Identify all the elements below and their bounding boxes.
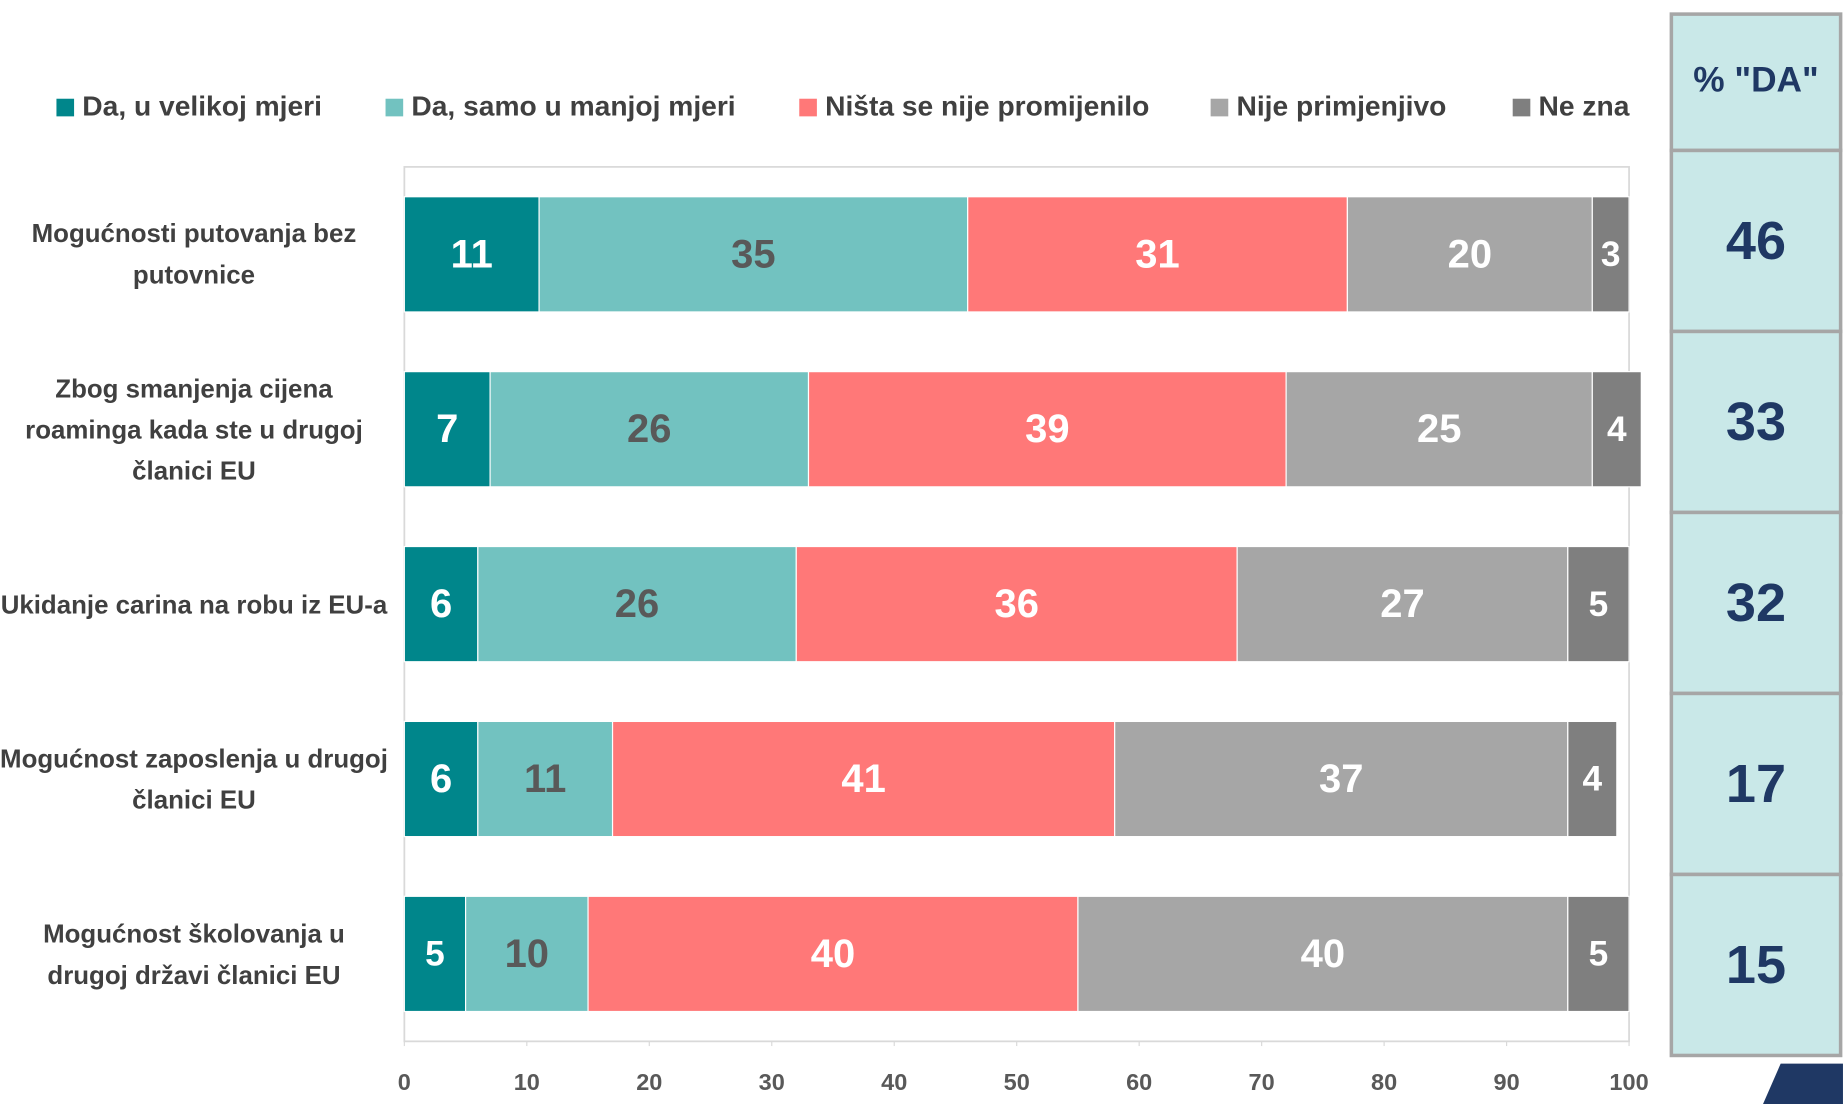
da-value: 46	[1726, 211, 1786, 271]
da-cell	[1669, 691, 1843, 877]
bar-value-label: 39	[1025, 407, 1069, 451]
category-label-box: Mogućnost školovanja u drugoj državi čla…	[43, 918, 345, 990]
bar-segment	[403, 371, 491, 488]
bar-value-label: 11	[524, 757, 566, 801]
bar-segment	[403, 196, 540, 313]
x-tick-label: 10	[514, 1069, 540, 1095]
bar-segment	[477, 720, 614, 838]
bar-segment	[1567, 720, 1618, 838]
da-cell	[1669, 148, 1843, 334]
bar-value-label: 6	[430, 582, 452, 626]
bar-value-label: 37	[1319, 757, 1363, 801]
bar-value-label: 35	[731, 232, 775, 276]
bar-segment	[611, 720, 1116, 838]
bar-segment	[1567, 545, 1630, 663]
bar-value-label: 10	[505, 932, 549, 976]
bar-segment	[1114, 720, 1569, 838]
category-label: Mogućnosti putovanja bez putovnice	[31, 219, 357, 290]
legend-label: Da, u velikoj mjeri	[82, 90, 322, 122]
x-tick-label: 60	[1126, 1069, 1152, 1095]
bar-segment	[1285, 371, 1593, 488]
x-tick-label: 80	[1371, 1069, 1397, 1095]
bar-segment	[1591, 371, 1642, 488]
x-tick-label: 100	[1609, 1069, 1648, 1095]
bar-segment	[403, 895, 467, 1013]
bar-value-label: 25	[1417, 407, 1461, 451]
bar-value-label: 27	[1380, 582, 1424, 626]
legend-swatch	[385, 98, 404, 117]
category-label: Zbog smanjenja cijena roaminga kada ste …	[25, 373, 363, 486]
legend-label: Ne zna	[1539, 90, 1630, 122]
bar-value-label: 5	[425, 935, 445, 974]
x-tick-label: 90	[1494, 1069, 1520, 1095]
bar-value-label: 41	[841, 757, 885, 801]
legend-swatch	[799, 98, 817, 117]
x-tick-label: 50	[1004, 1069, 1030, 1095]
category-label-box: Zbog smanjenja cijena roaminga kada ste …	[25, 373, 363, 486]
x-tick-label: 70	[1249, 1069, 1275, 1095]
da-value: 33	[1726, 392, 1786, 452]
category-label: Mogućnost školovanja u drugoj državi čla…	[43, 918, 345, 990]
bar-segment	[795, 545, 1238, 663]
category-label: Mogućnost zaposlenja u drugoj članici EU	[0, 743, 388, 815]
bar-value-label: 36	[994, 582, 1038, 626]
legend-swatch	[1210, 98, 1229, 117]
x-tick-label: 30	[759, 1069, 785, 1095]
bar-segment	[477, 545, 797, 663]
category-label-box: Mogućnosti putovanja bez putovnice	[31, 219, 357, 290]
bar-segment	[1236, 545, 1569, 663]
x-tick-label: 20	[636, 1069, 662, 1095]
da-header: % "DA"	[1693, 61, 1818, 100]
bar-value-label: 4	[1583, 760, 1603, 799]
bar-segment	[403, 545, 479, 663]
corner-decoration	[1763, 1063, 1843, 1104]
category-label-box: Ukidanje carina na robu iz EU-a	[0, 589, 388, 619]
x-tick-label: 40	[881, 1069, 907, 1095]
bar-value-label: 5	[1589, 585, 1609, 624]
bar-value-label: 4	[1607, 410, 1627, 449]
da-cell	[1669, 510, 1843, 696]
legend-label: Da, samo u manjoj mjeri	[411, 90, 735, 122]
legend-label: Ništa se nije promijenilo	[825, 90, 1149, 122]
bar-value-label: 26	[615, 582, 659, 626]
bar-value-label: 5	[1589, 935, 1609, 974]
bar-segment	[1591, 196, 1630, 313]
bar-segment	[587, 895, 1079, 1013]
category-label-box: Mogućnost zaposlenja u drugoj članici EU	[0, 743, 388, 815]
category-label: Ukidanje carina na robu iz EU-a	[0, 589, 388, 619]
bar-segment	[1567, 895, 1630, 1013]
bar-value-label: 6	[430, 757, 452, 801]
bar-value-label: 40	[811, 932, 855, 976]
da-value: 32	[1726, 573, 1786, 633]
da-value: 15	[1726, 935, 1786, 995]
da-cell	[1669, 872, 1843, 1058]
bar-segment	[464, 895, 589, 1013]
da-value: 17	[1726, 754, 1786, 814]
bar-segment	[807, 371, 1287, 488]
bar-segment	[1346, 196, 1593, 313]
bar-value-label: 11	[451, 232, 493, 276]
da-cell	[1669, 329, 1843, 515]
bar-value-label: 7	[436, 407, 458, 451]
bar-segment	[1077, 895, 1569, 1013]
legend-swatch	[56, 98, 75, 117]
bar-value-label: 20	[1448, 232, 1492, 276]
x-tick-label: 0	[398, 1069, 411, 1095]
legend-label: Nije primjenjivo	[1236, 90, 1446, 122]
bar-segment	[403, 720, 479, 838]
bar-value-label: 31	[1135, 232, 1179, 276]
bar-value-label: 3	[1601, 235, 1621, 274]
legend-swatch	[1512, 98, 1531, 117]
bar-value-label: 26	[627, 407, 671, 451]
bar-value-label: 40	[1301, 932, 1345, 976]
